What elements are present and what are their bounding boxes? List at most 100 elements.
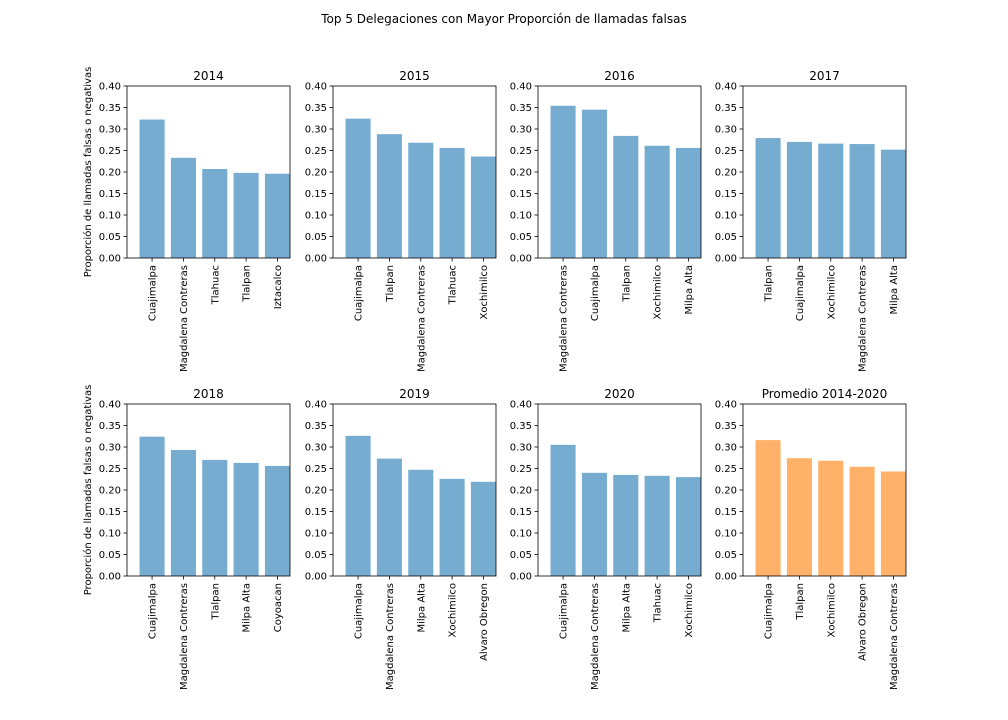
y-tick-label: 0.20 (99, 168, 121, 179)
y-tick-label: 0.20 (305, 168, 327, 179)
y-tick-label: 0.00 (99, 254, 121, 265)
y-tick-label: 0.10 (510, 211, 532, 222)
y-tick-label: 0.30 (305, 125, 327, 136)
y-tick-label: 0.35 (305, 103, 327, 114)
y-tick-label: 0.05 (510, 550, 532, 561)
x-tick-label: Tlalpan (385, 265, 396, 303)
chart-panel: 2015 Cuajimalpa Tlalpan Magdalena Contreras… (305, 69, 497, 372)
y-tick-label: 0.05 (510, 232, 532, 243)
y-axis-label: Proporción de llamadas falsas o negativa… (82, 67, 94, 278)
y-tick-label: 0.20 (305, 486, 327, 497)
y-tick-label: 0.30 (99, 125, 121, 136)
bar (264, 465, 290, 576)
bar (408, 469, 434, 576)
bar (849, 144, 875, 258)
figure-title: Top 5 Delegaciones con Mayor Proporción … (320, 12, 686, 26)
x-tick-label: Xochimilco (479, 265, 490, 320)
bar (818, 460, 844, 576)
axes-frame (126, 403, 291, 577)
chart-panel: 2020 Cuajimalpa Magdalena Contreras Milpa A… (510, 387, 702, 690)
y-tick-label: 0.25 (715, 464, 737, 475)
bar (345, 118, 371, 259)
y-tick-label: 0.05 (99, 232, 121, 243)
panel-title: 2018 (193, 387, 224, 401)
bar (170, 157, 196, 258)
y-tick-label: 0.40 (510, 400, 532, 411)
bar (345, 435, 371, 576)
y-tick-label: 0.25 (305, 146, 327, 157)
chart-panel: 2017 Tlalpan Cuajimalpa Xochimilco Magdalena… (715, 69, 907, 372)
x-tick-label: Magdalena Contreras (179, 265, 190, 372)
axes-frame (126, 85, 291, 259)
bar (675, 147, 701, 258)
panel-title: 2016 (604, 69, 635, 83)
y-tick-label: 0.10 (715, 529, 737, 540)
y-tick-label: 0.10 (305, 529, 327, 540)
y-tick-label: 0.00 (510, 254, 532, 265)
x-tick-label: Magdalena Contreras (559, 265, 570, 372)
x-tick-label: Cuajimalpa (148, 583, 159, 639)
y-tick-label: 0.20 (510, 486, 532, 497)
x-tick-label: Cuajimalpa (354, 265, 365, 321)
y-tick-label: 0.05 (99, 550, 121, 561)
bar (376, 134, 402, 258)
y-tick-label: 0.35 (99, 103, 121, 114)
y-tick-label: 0.20 (99, 486, 121, 497)
axes-frame (742, 85, 907, 259)
x-tick-label: Cuajimalpa (354, 583, 365, 639)
bar (439, 478, 465, 576)
bar (139, 436, 165, 576)
y-tick-label: 0.00 (715, 572, 737, 583)
chart-panel: 2016 Magdalena Contreras Cuajimalpa Tlalpan… (510, 69, 702, 372)
bar (581, 109, 607, 259)
x-tick-label: Alvaro Obregon (479, 583, 490, 661)
y-tick-label: 0.15 (715, 189, 737, 200)
y-tick-label: 0.10 (715, 211, 737, 222)
panel-title: 2014 (193, 69, 224, 83)
axes-frame (742, 403, 907, 577)
y-tick-label: 0.35 (99, 421, 121, 432)
y-tick-label: 0.25 (510, 146, 532, 157)
x-tick-label: Tlalpan (764, 265, 775, 303)
y-tick-label: 0.30 (715, 443, 737, 454)
y-tick-label: 0.35 (715, 103, 737, 114)
x-tick-label: Cuajimalpa (148, 265, 159, 321)
x-tick-label: Cuajimalpa (795, 265, 806, 321)
bar (233, 462, 259, 576)
y-tick-label: 0.25 (99, 464, 121, 475)
y-tick-label: 0.40 (305, 400, 327, 411)
y-tick-label: 0.05 (715, 232, 737, 243)
y-tick-label: 0.25 (510, 464, 532, 475)
y-tick-label: 0.35 (715, 421, 737, 432)
x-tick-label: Cuajimalpa (764, 583, 775, 639)
chart-panel: Promedio 2014-2020 Cuajimalpa Tlalpan Xochi… (715, 387, 907, 690)
y-tick-label: 0.40 (305, 82, 327, 93)
bar (170, 450, 196, 576)
x-tick-label: Magdalena Contreras (858, 265, 869, 372)
y-tick-label: 0.40 (510, 82, 532, 93)
y-tick-label: 0.15 (305, 189, 327, 200)
y-tick-label: 0.00 (99, 572, 121, 583)
x-tick-label: Coyoacan (273, 583, 284, 632)
x-tick-label: Xochimilco (448, 583, 459, 638)
y-tick-label: 0.35 (305, 421, 327, 432)
bar (755, 138, 781, 258)
y-tick-label: 0.15 (305, 507, 327, 518)
y-tick-label: 0.30 (305, 443, 327, 454)
x-tick-label: Tlalpan (210, 583, 221, 621)
y-tick-label: 0.20 (510, 168, 532, 179)
bar (233, 172, 259, 258)
chart-panel: 2018 Cuajimalpa Magdalena Contreras Tlalpan… (82, 385, 291, 690)
y-tick-label: 0.00 (715, 254, 737, 265)
y-tick-label: 0.40 (715, 400, 737, 411)
bar (408, 142, 434, 258)
bar (470, 481, 496, 576)
bar (613, 135, 639, 258)
y-tick-label: 0.00 (305, 572, 327, 583)
x-tick-label: Milpa Alta (621, 583, 632, 633)
panel-title: Promedio 2014-2020 (762, 387, 888, 401)
bar (550, 444, 576, 576)
x-tick-label: Magdalena Contreras (590, 583, 601, 690)
bar (439, 147, 465, 258)
